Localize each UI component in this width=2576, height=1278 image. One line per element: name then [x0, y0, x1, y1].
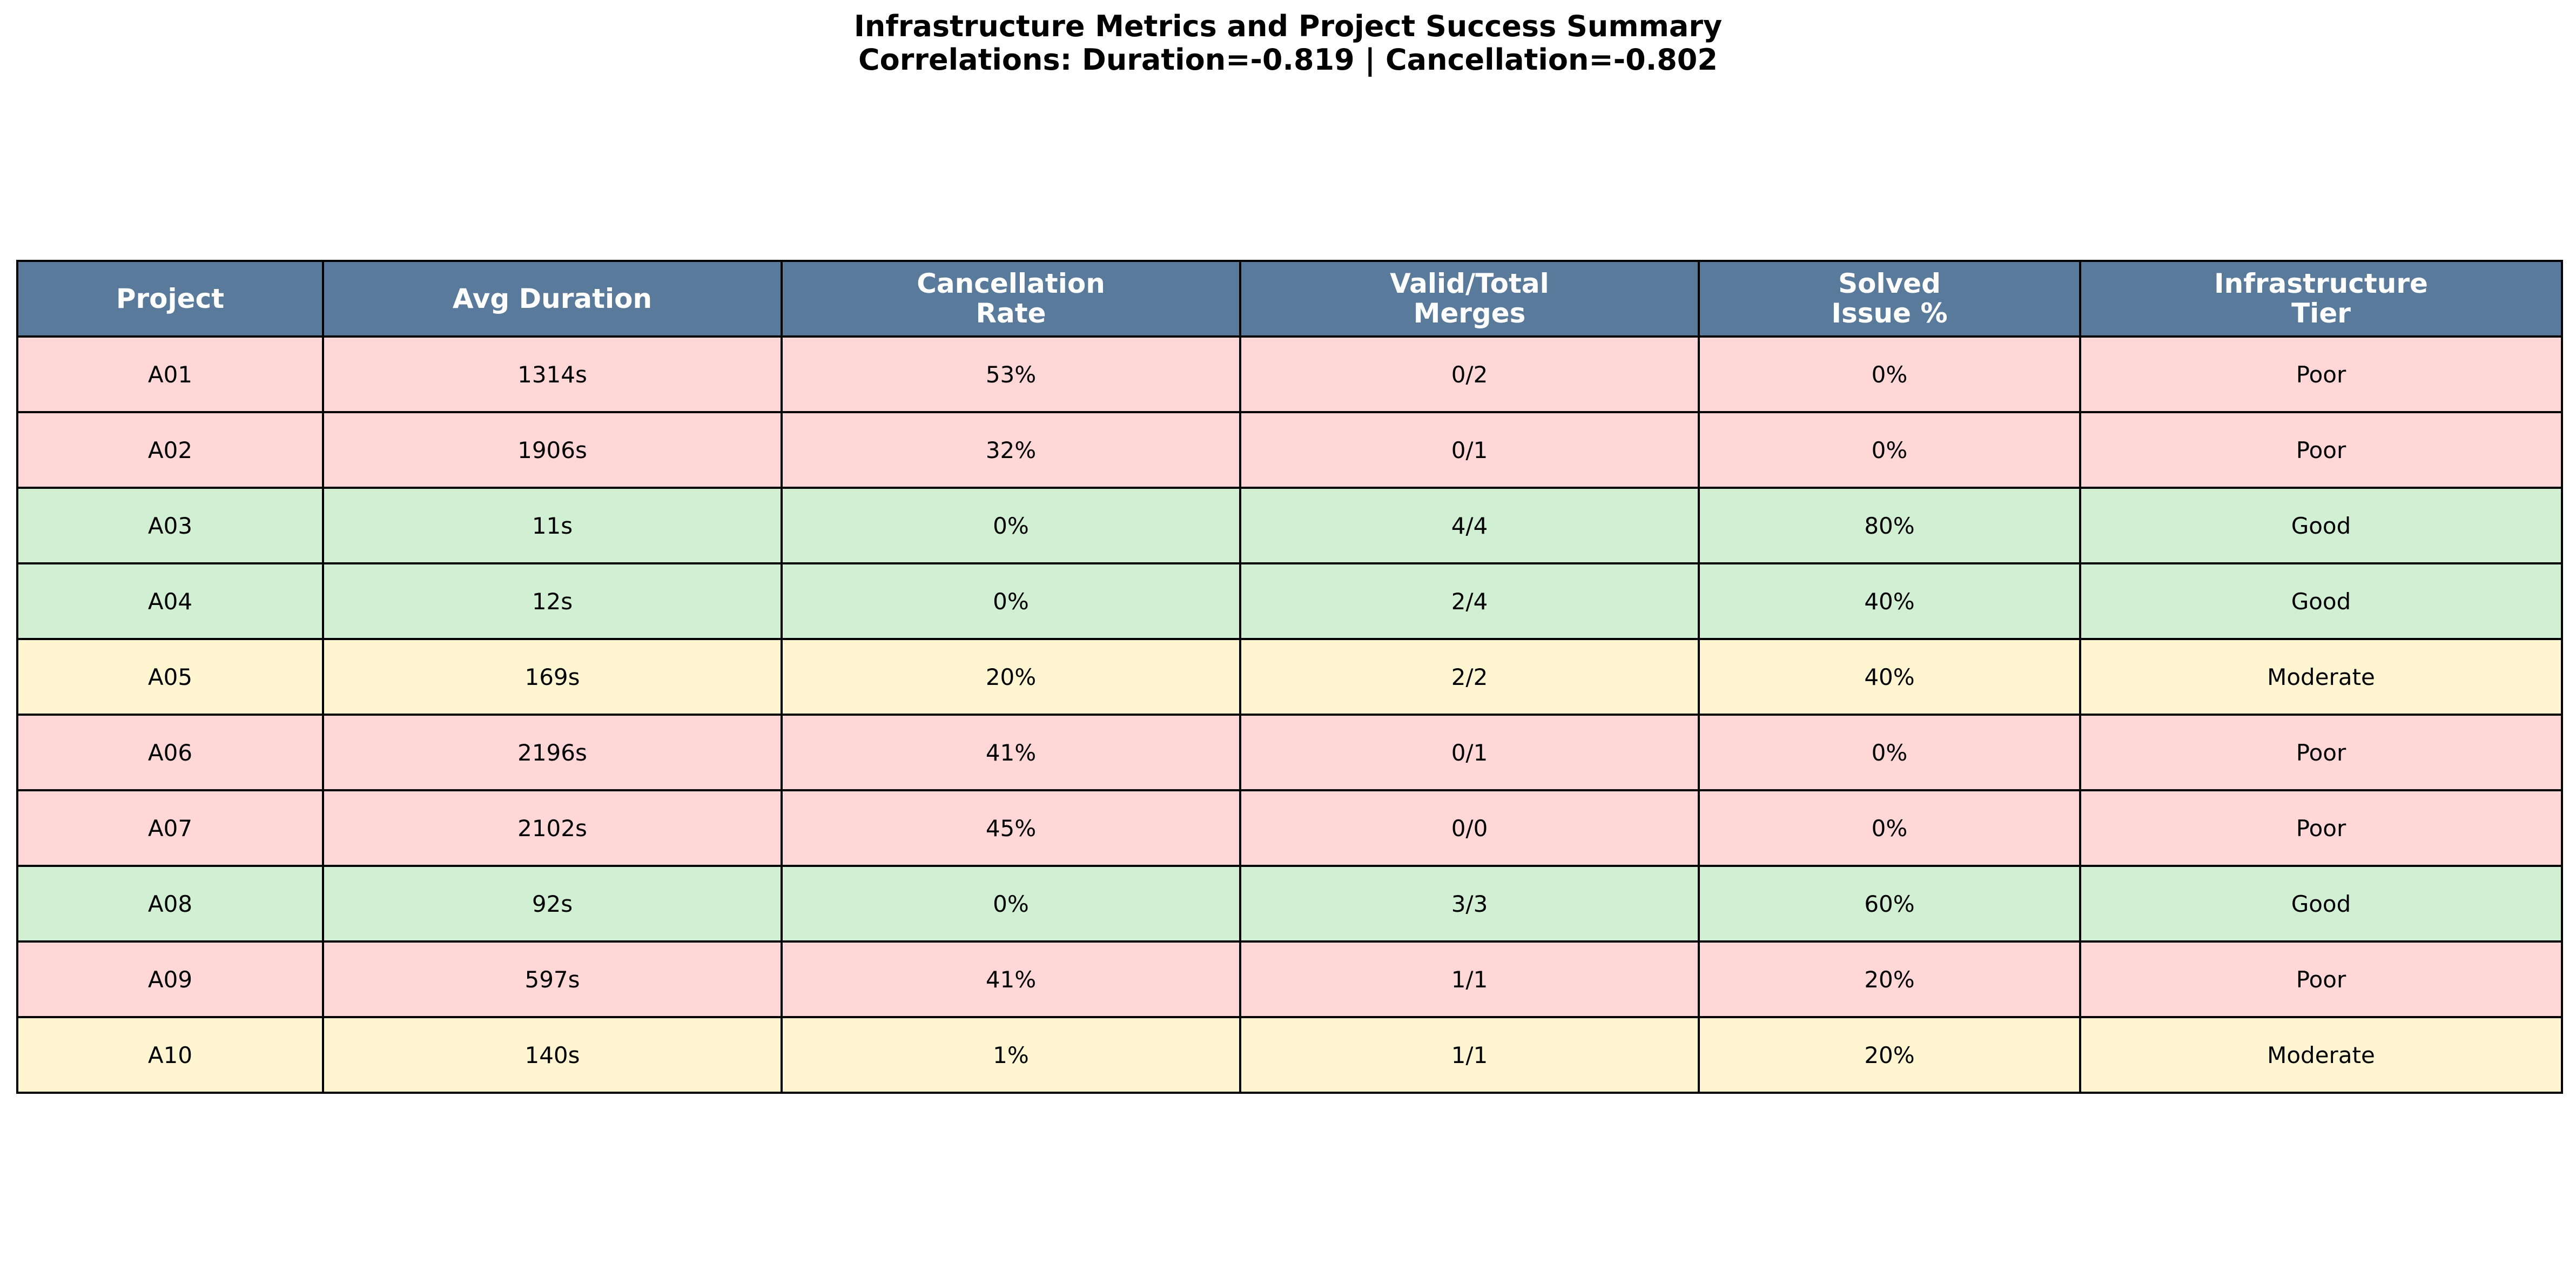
column-header-line: Project: [116, 282, 225, 314]
header-row: Project Avg Duration Cancellation Rate Valid…: [16, 260, 2563, 338]
table-row: A10 140s 1% 1/1 20% Moderate: [16, 1016, 2563, 1094]
cell-project: A01: [16, 335, 324, 413]
cell-solved-issue-pct: 20%: [1698, 940, 2081, 1018]
cell-valid-total-merges: 0/2: [1239, 335, 1700, 413]
cell-cancellation-rate: 53%: [781, 335, 1241, 413]
cell-project: A07: [16, 789, 324, 867]
cell-solved-issue-pct: 80%: [1698, 487, 2081, 564]
column-header-line: Valid/Total: [1390, 268, 1549, 299]
cell-valid-total-merges: 0/1: [1239, 411, 1700, 489]
cell-cancellation-rate: 45%: [781, 789, 1241, 867]
cell-avg-duration: 169s: [322, 638, 783, 716]
table-row: A08 92s 0% 3/3 60% Good: [16, 865, 2563, 943]
cell-avg-duration: 1906s: [322, 411, 783, 489]
column-header-line: Avg Duration: [452, 282, 653, 314]
cell-solved-issue-pct: 0%: [1698, 714, 2081, 791]
cell-valid-total-merges: 0/0: [1239, 789, 1700, 867]
cell-valid-total-merges: 1/1: [1239, 940, 1700, 1018]
column-header-line: Cancellation: [917, 268, 1105, 299]
cell-avg-duration: 140s: [322, 1016, 783, 1094]
cell-valid-total-merges: 3/3: [1239, 865, 1700, 943]
column-header-infrastructure-tier: Infrastructure Tier: [2079, 260, 2563, 338]
table-row: A05 169s 20% 2/2 40% Moderate: [16, 638, 2563, 716]
column-header-avg-duration: Avg Duration: [322, 260, 783, 338]
column-header-valid-total-merges: Valid/Total Merges: [1239, 260, 1700, 338]
cell-infrastructure-tier: Good: [2079, 487, 2563, 564]
cell-valid-total-merges: 0/1: [1239, 714, 1700, 791]
table-row: A01 1314s 53% 0/2 0% Poor: [16, 335, 2563, 413]
cell-infrastructure-tier: Poor: [2079, 335, 2563, 413]
summary-table: Project Avg Duration Cancellation Rate Valid…: [16, 260, 2563, 1094]
cell-avg-duration: 1314s: [322, 335, 783, 413]
cell-valid-total-merges: 2/4: [1239, 562, 1700, 640]
column-header-line: Tier: [2291, 298, 2351, 329]
table-row: A03 11s 0% 4/4 80% Good: [16, 487, 2563, 564]
table-body: A01 1314s 53% 0/2 0% Poor A02 1906s 32% 0/1 0% Poor…: [16, 335, 2563, 1094]
cell-solved-issue-pct: 0%: [1698, 335, 2081, 413]
column-header-line: Rate: [976, 298, 1046, 329]
cell-avg-duration: 92s: [322, 865, 783, 943]
cell-infrastructure-tier: Poor: [2079, 789, 2563, 867]
cell-project: A03: [16, 487, 324, 564]
chart-title: Infrastructure Metrics and Project Succe…: [853, 9, 1723, 43]
cell-infrastructure-tier: Good: [2079, 562, 2563, 640]
cell-infrastructure-tier: Poor: [2079, 411, 2563, 489]
cell-avg-duration: 12s: [322, 562, 783, 640]
cell-project: A08: [16, 865, 324, 943]
cell-infrastructure-tier: Good: [2079, 865, 2563, 943]
cell-cancellation-rate: 32%: [781, 411, 1241, 489]
cell-cancellation-rate: 0%: [781, 487, 1241, 564]
cell-infrastructure-tier: Poor: [2079, 714, 2563, 791]
column-header-cancellation-rate: Cancellation Rate: [781, 260, 1241, 338]
cell-cancellation-rate: 20%: [781, 638, 1241, 716]
table-row: A04 12s 0% 2/4 40% Good: [16, 562, 2563, 640]
cell-valid-total-merges: 4/4: [1239, 487, 1700, 564]
column-header-project: Project: [16, 260, 324, 338]
column-header-solved-issue-pct: Solved Issue %: [1698, 260, 2081, 338]
cell-project: A06: [16, 714, 324, 791]
cell-project: A04: [16, 562, 324, 640]
cell-avg-duration: 11s: [322, 487, 783, 564]
cell-solved-issue-pct: 60%: [1698, 865, 2081, 943]
cell-solved-issue-pct: 40%: [1698, 638, 2081, 716]
cell-project: A09: [16, 940, 324, 1018]
column-header-line: Infrastructure: [2214, 268, 2428, 299]
column-header-line: Issue %: [1831, 298, 1948, 329]
cell-cancellation-rate: 41%: [781, 714, 1241, 791]
cell-cancellation-rate: 0%: [781, 865, 1241, 943]
cell-avg-duration: 2102s: [322, 789, 783, 867]
cell-cancellation-rate: 1%: [781, 1016, 1241, 1094]
table-row: A09 597s 41% 1/1 20% Poor: [16, 940, 2563, 1018]
table-row: A06 2196s 41% 0/1 0% Poor: [16, 714, 2563, 791]
cell-cancellation-rate: 0%: [781, 562, 1241, 640]
cell-infrastructure-tier: Moderate: [2079, 1016, 2563, 1094]
column-header-line: Solved: [1838, 268, 1941, 299]
cell-infrastructure-tier: Moderate: [2079, 638, 2563, 716]
cell-solved-issue-pct: 0%: [1698, 789, 2081, 867]
cell-solved-issue-pct: 40%: [1698, 562, 2081, 640]
table-row: A02 1906s 32% 0/1 0% Poor: [16, 411, 2563, 489]
cell-valid-total-merges: 2/2: [1239, 638, 1700, 716]
cell-project: A02: [16, 411, 324, 489]
cell-cancellation-rate: 41%: [781, 940, 1241, 1018]
cell-solved-issue-pct: 0%: [1698, 411, 2081, 489]
cell-avg-duration: 597s: [322, 940, 783, 1018]
cell-solved-issue-pct: 20%: [1698, 1016, 2081, 1094]
chart-subtitle: Correlations: Duration=-0.819 | Cancella…: [858, 43, 1718, 77]
cell-infrastructure-tier: Poor: [2079, 940, 2563, 1018]
cell-project: A10: [16, 1016, 324, 1094]
column-header-line: Merges: [1413, 298, 1526, 329]
chart-title-block: Infrastructure Metrics and Project Succe…: [0, 10, 2576, 77]
cell-project: A05: [16, 638, 324, 716]
cell-avg-duration: 2196s: [322, 714, 783, 791]
table-row: A07 2102s 45% 0/0 0% Poor: [16, 789, 2563, 867]
cell-valid-total-merges: 1/1: [1239, 1016, 1700, 1094]
